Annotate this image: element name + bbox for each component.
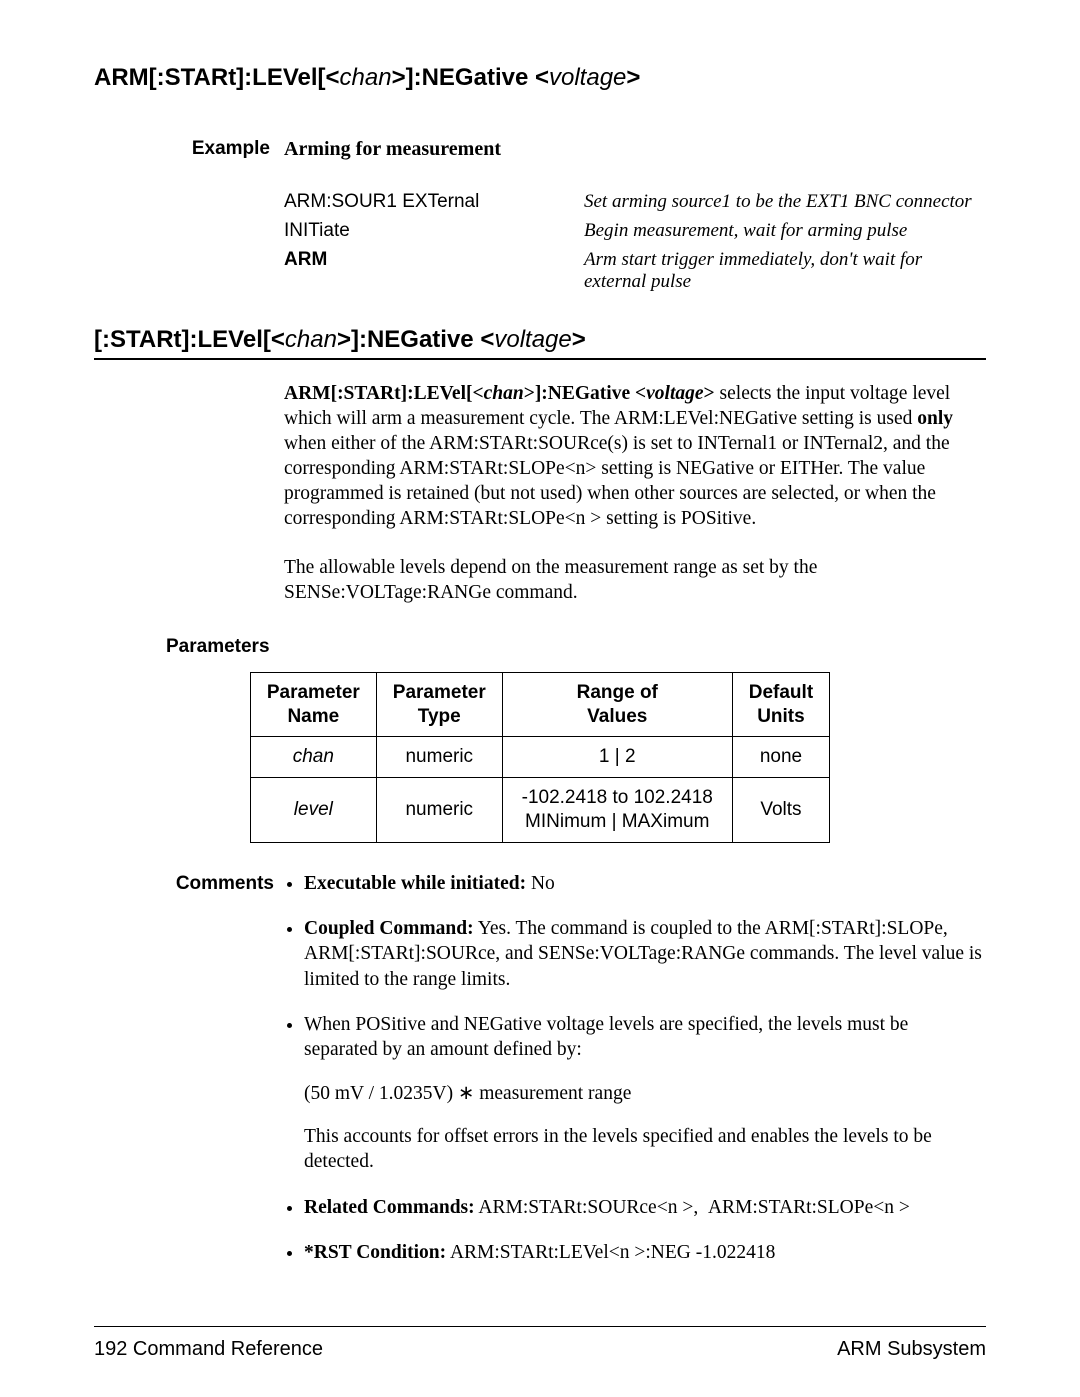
related-text: ARM:STARt:SOURce<n >, ARM:STARt:SLOPe<n …: [475, 1197, 910, 1218]
cell-type: numeric: [376, 778, 502, 843]
cell-range: -102.2418 to 102.2418MINimum | MAXimum: [502, 778, 732, 843]
desc-rest2: when either of the ARM:STARt:SOURce(s) i…: [284, 433, 950, 529]
coupled-label: Coupled Command:: [304, 918, 474, 939]
cell-name: level: [250, 778, 376, 843]
hdr-mid: >]:NEGative <: [392, 64, 549, 91]
example-cmd: ARM: [284, 249, 584, 271]
th-range: Range ofValues: [502, 672, 732, 737]
th-param-type: ParameterType: [376, 672, 502, 737]
exec-label: Executable while initiated:: [304, 873, 526, 894]
desc-lead-voltage: voltage: [646, 383, 703, 404]
example-row: ARM:SOUR1 EXTernal Set arming source1 to…: [94, 191, 986, 214]
page-number: 192: [94, 1338, 127, 1360]
description-paragraph: ARM[:STARt]:LEVel[<chan>]:NEGative <volt…: [284, 382, 986, 532]
desc-only: only: [917, 408, 953, 429]
posneg-formula: (50 mV / 1.0235V) ∗ measurement range: [304, 1081, 986, 1106]
hdr-voltage: voltage: [549, 64, 626, 91]
rst-text: ARM:STARt:LEVel<n >:NEG -1.022418: [446, 1242, 775, 1263]
comments-body: Executable while initiated: No Coupled C…: [284, 871, 986, 1266]
related-label: Related Commands:: [304, 1197, 475, 1218]
example-desc: Set arming source1 to be the EXT1 BNC co…: [584, 191, 972, 214]
comment-item: Coupled Command: Yes. The command is cou…: [304, 916, 986, 992]
comments-label: Comments: [94, 871, 284, 1266]
cell-name: chan: [250, 737, 376, 778]
table-row: level numeric -102.2418 to 102.2418MINim…: [250, 778, 829, 843]
table-row: chan numeric 1 | 2 none: [250, 737, 829, 778]
posneg-p2: This accounts for offset errors in the l…: [304, 1124, 986, 1175]
cell-range: 1 | 2: [502, 737, 732, 778]
example-label: Example: [94, 138, 284, 160]
footer-right: ARM Subsystem: [837, 1338, 986, 1361]
example-cmd: INITiate: [284, 220, 584, 242]
sect-voltage: voltage: [494, 326, 571, 353]
page-footer: 192 Command Reference ARM Subsystem: [94, 1338, 986, 1361]
th-param-name: ParameterName: [250, 672, 376, 737]
hdr-chan: chan: [340, 64, 392, 91]
footer-left: 192 Command Reference: [94, 1338, 323, 1361]
comment-item: Related Commands: ARM:STARt:SOURce<n >, …: [304, 1195, 986, 1220]
cell-type: numeric: [376, 737, 502, 778]
example-row: INITiate Begin measurement, wait for arm…: [94, 220, 986, 243]
exec-value: No: [526, 873, 555, 894]
section-title: [:STARt]:LEVel[<chan>]:NEGative <voltage…: [94, 326, 986, 360]
desc-lead-mid: >]:NEGative <: [524, 383, 646, 404]
sect-chan: chan: [285, 326, 337, 353]
example-desc: Arm start trigger immediately, don't wai…: [584, 249, 986, 295]
example-row: ARM Arm start trigger immediately, don't…: [94, 249, 986, 295]
sect-prefix: [:STARt]:LEVel[<: [94, 326, 285, 353]
example-cmd: ARM:SOUR1 EXTernal: [284, 191, 584, 213]
footer-divider: [94, 1326, 986, 1327]
table-header-row: ParameterName ParameterType Range ofValu…: [250, 672, 829, 737]
cell-units: Volts: [732, 778, 829, 843]
comment-item: Executable while initiated: No: [304, 871, 986, 896]
example-desc: Begin measurement, wait for arming pulse: [584, 220, 907, 243]
rst-label: *RST Condition:: [304, 1242, 446, 1263]
th-default-units: DefaultUnits: [732, 672, 829, 737]
posneg-p1: When POSitive and NEGative voltage level…: [304, 1014, 908, 1060]
allowable-paragraph: The allowable levels depend on the measu…: [284, 556, 986, 606]
cell-units: none: [732, 737, 829, 778]
sect-mid: >]:NEGative <: [337, 326, 494, 353]
page-header: ARM[:STARt]:LEVel[<chan>]:NEGative <volt…: [94, 64, 986, 92]
footer-left-text: Command Reference: [127, 1338, 323, 1360]
hdr-suffix: >: [626, 64, 640, 91]
example-heading: Arming for measurement: [284, 138, 501, 161]
desc-lead-prefix: ARM[:STARt]:LEVel[<: [284, 383, 484, 404]
desc-lead-suffix: >: [704, 383, 715, 404]
hdr-prefix: ARM[:STARt]:LEVel[<: [94, 64, 340, 91]
sect-suffix: >: [572, 326, 586, 353]
comment-item: *RST Condition: ARM:STARt:LEVel<n >:NEG …: [304, 1240, 986, 1265]
comment-item: When POSitive and NEGative voltage level…: [304, 1012, 986, 1175]
desc-lead-chan: chan: [484, 383, 524, 404]
parameters-table: ParameterName ParameterType Range ofValu…: [250, 672, 830, 843]
parameters-label: Parameters: [166, 636, 986, 658]
